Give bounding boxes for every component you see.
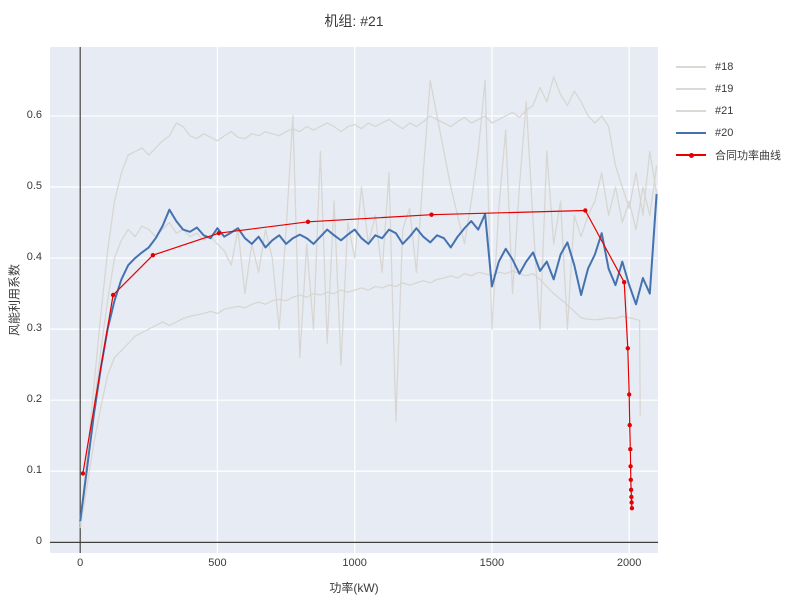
legend-line [676, 132, 706, 134]
legend-item-#20: #20 [676, 122, 781, 144]
legend-line [676, 66, 706, 68]
series-marker [625, 346, 630, 351]
x-tick-label: 500 [208, 557, 227, 569]
y-tick-label: 0.2 [26, 393, 42, 406]
y-tick-label: 0.4 [26, 251, 42, 264]
series-marker [216, 231, 221, 236]
legend-line [676, 88, 706, 90]
x-tick-label: 2000 [616, 557, 642, 569]
y-tick-label: 0.5 [26, 180, 42, 192]
legend-line-swatch [676, 88, 706, 90]
series-marker [627, 422, 632, 428]
legend-line-swatch [676, 66, 706, 68]
x-tick-label: 1500 [479, 557, 505, 569]
series-marker [80, 471, 86, 476]
legend-item-#18: #18 [676, 56, 781, 78]
y-tick-label: 0.1 [26, 464, 42, 477]
series-marker [629, 494, 634, 500]
legend-line-swatch [676, 132, 706, 134]
legend-line-swatch [676, 110, 706, 112]
legend-line-swatch [676, 152, 706, 158]
legend-line [676, 110, 706, 112]
plot-background [50, 47, 658, 553]
legend-marker-dot [688, 152, 694, 158]
series-marker [628, 487, 634, 492]
legend-item-#21: #21 [676, 100, 781, 122]
series-line-#19 [79, 270, 641, 529]
series-marker [629, 506, 635, 511]
y-tick-label: 0.3 [26, 322, 42, 335]
legend-label: #20 [715, 127, 734, 139]
y-tick-label: 0.6 [26, 108, 42, 121]
x-tick-label: 0 [77, 557, 84, 569]
series-marker [628, 447, 633, 452]
y-axis-label: 风能利用系数 [7, 263, 22, 337]
series-marker [622, 280, 627, 285]
series-marker [628, 477, 633, 482]
legend: #18 #19 #21 #20 合同功率曲线 [676, 56, 781, 166]
plot-area [50, 47, 658, 553]
chart-title: 机组: #21 [324, 13, 384, 29]
series-marker [629, 500, 634, 505]
series-line-#18 [79, 76, 658, 522]
legend-label: 合同功率曲线 [715, 150, 781, 162]
legend-label: #21 [715, 105, 734, 117]
series-marker [429, 212, 434, 217]
series-marker [583, 208, 588, 213]
legend-label: #18 [715, 61, 734, 73]
series-marker [150, 253, 156, 258]
series-line-#20 [79, 194, 658, 522]
series-marker [628, 464, 633, 469]
legend-label: #19 [715, 83, 734, 95]
x-tick-label: 1000 [342, 557, 367, 569]
y-tick-label: 0 [35, 535, 42, 548]
series-marker [627, 392, 632, 397]
series-marker [305, 219, 311, 224]
legend-item-合同功率曲线: 合同功率曲线 [676, 144, 781, 166]
legend-item-#19: #19 [676, 78, 781, 100]
series-marker [110, 292, 116, 298]
x-axis-label: 功率(kW) [329, 581, 379, 595]
